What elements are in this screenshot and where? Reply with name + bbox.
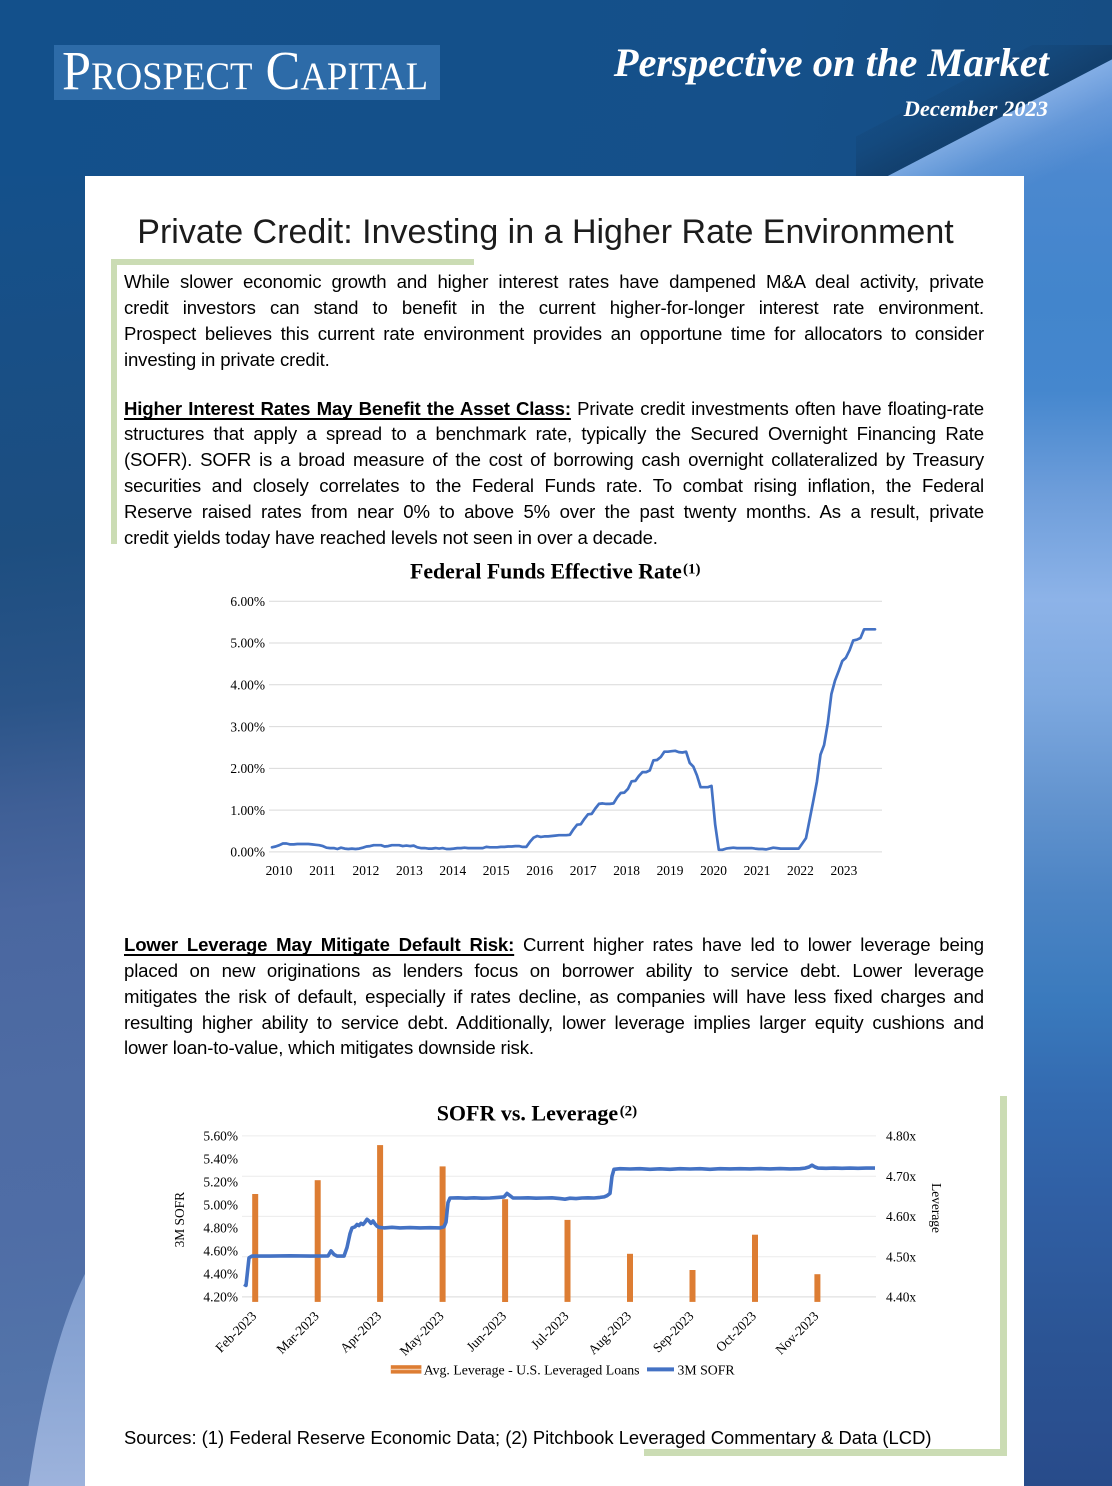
svg-text:SOFR vs. Leverage: SOFR vs. Leverage: [437, 1101, 619, 1126]
svg-text:4.70x: 4.70x: [886, 1169, 916, 1184]
svg-text:4.00%: 4.00%: [230, 678, 265, 693]
svg-text:3.00%: 3.00%: [230, 719, 265, 734]
svg-text:3M SOFR: 3M SOFR: [678, 1362, 736, 1377]
svg-text:Avg. Leverage - U.S. Leveraged: Avg. Leverage - U.S. Leveraged Loans: [424, 1362, 640, 1377]
svg-text:Oct-2023: Oct-2023: [713, 1308, 760, 1355]
svg-text:4.40%: 4.40%: [203, 1267, 238, 1282]
svg-text:2018: 2018: [613, 863, 640, 878]
svg-text:2.00%: 2.00%: [230, 761, 265, 776]
svg-text:4.50x: 4.50x: [886, 1249, 916, 1264]
svg-text:2022: 2022: [787, 863, 814, 878]
svg-text:Nov-2023: Nov-2023: [773, 1308, 822, 1357]
svg-text:2013: 2013: [396, 863, 423, 878]
svg-text:2010: 2010: [266, 863, 293, 878]
svg-text:2015: 2015: [483, 863, 510, 878]
svg-text:Sep-2023: Sep-2023: [650, 1308, 697, 1355]
svg-text:5.60%: 5.60%: [203, 1129, 238, 1144]
svg-text:(1): (1): [683, 562, 701, 578]
svg-text:Mar-2023: Mar-2023: [274, 1308, 322, 1356]
svg-text:0.00%: 0.00%: [230, 845, 265, 860]
svg-text:4.60%: 4.60%: [203, 1244, 238, 1259]
svg-text:3M SOFR: 3M SOFR: [172, 1192, 187, 1248]
svg-text:2012: 2012: [353, 863, 380, 878]
svg-text:2016: 2016: [526, 863, 553, 878]
svg-text:2023: 2023: [831, 863, 858, 878]
svg-text:2014: 2014: [439, 863, 466, 878]
svg-text:4.60x: 4.60x: [886, 1209, 916, 1224]
svg-text:2021: 2021: [744, 863, 771, 878]
svg-text:5.40%: 5.40%: [203, 1152, 238, 1167]
svg-text:Feb-2023: Feb-2023: [212, 1308, 259, 1355]
svg-text:5.00%: 5.00%: [203, 1198, 238, 1213]
svg-text:2011: 2011: [309, 863, 335, 878]
svg-text:2020: 2020: [700, 863, 727, 878]
svg-text:2017: 2017: [570, 863, 597, 878]
svg-text:4.80x: 4.80x: [886, 1129, 916, 1144]
svg-text:2019: 2019: [657, 863, 684, 878]
svg-text:Jul-2023: Jul-2023: [528, 1308, 572, 1352]
svg-text:1.00%: 1.00%: [230, 803, 265, 818]
svg-text:Aug-2023: Aug-2023: [585, 1308, 634, 1357]
svg-text:4.80%: 4.80%: [203, 1221, 238, 1236]
svg-text:Jun-2023: Jun-2023: [463, 1308, 509, 1354]
svg-text:4.40x: 4.40x: [886, 1290, 916, 1305]
svg-text:May-2023: May-2023: [397, 1308, 447, 1358]
svg-text:5.00%: 5.00%: [230, 636, 265, 651]
svg-text:Apr-2023: Apr-2023: [337, 1308, 384, 1355]
svg-text:(2): (2): [620, 1104, 638, 1120]
svg-text:Leverage: Leverage: [929, 1183, 944, 1233]
svg-text:6.00%: 6.00%: [230, 594, 265, 609]
svg-text:5.20%: 5.20%: [203, 1175, 238, 1190]
svg-text:4.20%: 4.20%: [203, 1290, 238, 1305]
svg-text:Federal Funds Effective Rate: Federal Funds Effective Rate: [410, 560, 682, 584]
